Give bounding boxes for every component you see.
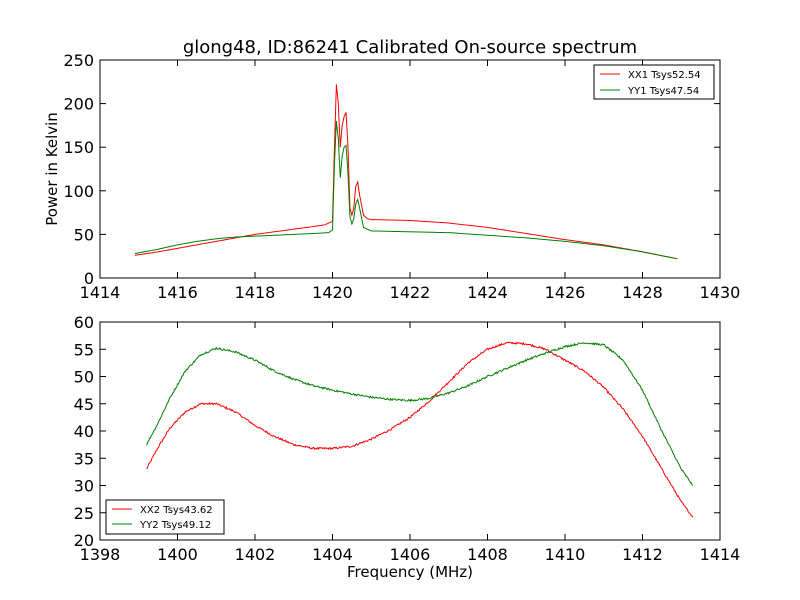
x-tick-label: 1410 [545, 545, 586, 564]
bottom-spectrum-plot: Frequency (MHz) 1398 1400 1402 1404 1406 1408… [74, 313, 741, 581]
y-tick-label: 25 [74, 504, 94, 523]
x-tick-label: 1416 [157, 283, 198, 302]
x-tick-label: 1418 [235, 283, 276, 302]
chart-title: glong48, ID:86241 Calibrated On-source s… [183, 37, 637, 58]
y-tick-label: 45 [74, 395, 94, 414]
bottom-plot-frame [99, 321, 721, 541]
bottom-legend: XX2 Tsys43.62 YY2 Tsys49.12 [105, 499, 225, 535]
bottom-series-line-1 [146, 341, 694, 518]
y-tick-label: 150 [63, 138, 94, 157]
y-tick-label: 30 [74, 477, 94, 496]
x-tick-label: 1420 [312, 283, 353, 302]
y-tick-label: 0 [84, 269, 94, 288]
x-tick-label: 1408 [467, 545, 508, 564]
x-tick-label: 1414 [80, 283, 121, 302]
x-tick-label: 1424 [467, 283, 508, 302]
x-tick-label: 1406 [390, 545, 431, 564]
bottom-series-group [146, 341, 694, 518]
x-tick-label: 1428 [622, 283, 663, 302]
top-plot-frame [99, 59, 721, 279]
x-tick-label: 1426 [545, 283, 586, 302]
x-tick-label: 1400 [157, 545, 198, 564]
x-tick-label: 1430 [700, 283, 741, 302]
y-tick-label: 100 [63, 182, 94, 201]
top-legend: XX1 Tsys52.54 YY1 Tsys47.54 [593, 64, 715, 100]
x-tick-label: 1414 [700, 545, 741, 564]
y-tick-label: 50 [74, 225, 94, 244]
top-spectrum-plot: glong48, ID:86241 Calibrated On-source s… [43, 37, 740, 302]
top-series-line-1 [134, 84, 678, 260]
x-tick-label: 1404 [312, 545, 353, 564]
y-tick-label: 50 [74, 368, 94, 387]
legend-label-yy2: YY2 Tsys49.12 [139, 520, 211, 531]
top-ticks-group: 1414 1416 1418 1420 1422 1424 1426 1428 1430 0 50 1… [63, 51, 740, 302]
top-series-line-2 [134, 120, 678, 260]
legend-box [105, 499, 225, 535]
legend-label-xx2: XX2 Tsys43.62 [140, 505, 213, 516]
y-tick-label: 200 [63, 95, 94, 114]
legend-label-yy1: YY1 Tsys47.54 [627, 86, 699, 97]
x-axis-label: Frequency (MHz) [347, 563, 473, 581]
x-tick-label: 1422 [390, 283, 431, 302]
y-tick-label: 250 [63, 51, 94, 70]
y-tick-label: 40 [74, 422, 94, 441]
y-tick-label: 60 [74, 313, 94, 332]
bottom-series-line-2 [146, 342, 694, 486]
legend-box [593, 64, 715, 100]
legend-label-xx1: XX1 Tsys52.54 [628, 70, 701, 81]
y-axis-label: Power in Kelvin [43, 112, 61, 226]
x-tick-label: 1398 [80, 545, 121, 564]
y-tick-label: 35 [74, 449, 94, 468]
bottom-ticks-group: 1398 1400 1402 1404 1406 1408 1410 1412 1414 20 25… [74, 313, 741, 564]
x-tick-label: 1402 [235, 545, 276, 564]
y-tick-label: 20 [74, 531, 94, 550]
top-series-group [134, 84, 678, 260]
x-tick-label: 1412 [622, 545, 663, 564]
y-tick-label: 55 [74, 340, 94, 359]
